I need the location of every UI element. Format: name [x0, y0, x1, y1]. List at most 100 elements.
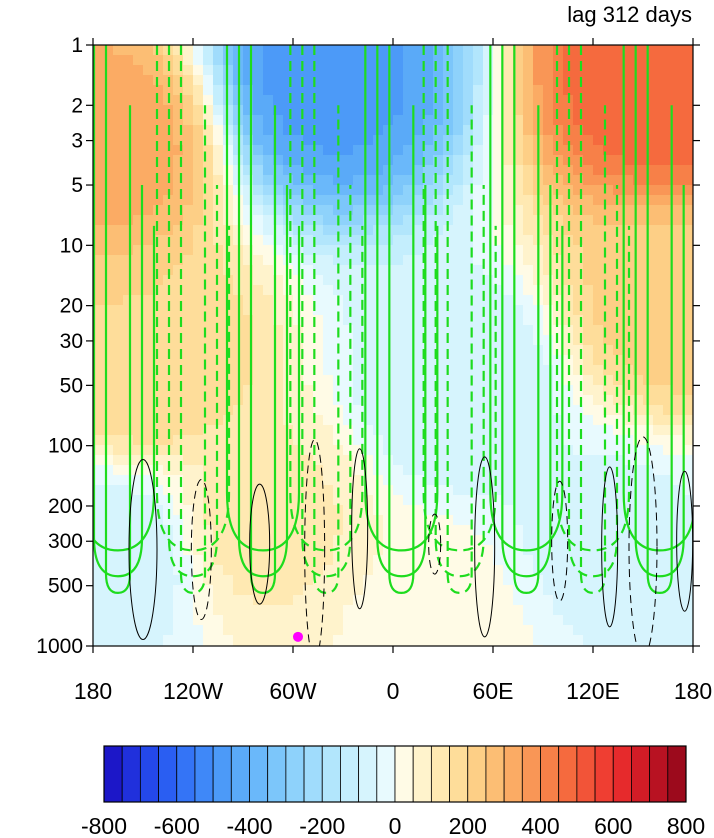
shading-cell [173, 585, 184, 596]
shading-cell [423, 75, 434, 86]
shading-cell [353, 555, 364, 566]
shading-cell [213, 345, 224, 356]
shading-cell [323, 475, 334, 486]
shading-cell [603, 285, 614, 296]
shading-cell [543, 105, 554, 116]
shading-cell [263, 425, 274, 436]
shading-cell [403, 75, 414, 86]
shading-cell [213, 405, 224, 416]
shading-cell [633, 355, 644, 366]
shading-cell [243, 225, 254, 236]
shading-cell [183, 445, 194, 456]
shading-cell [103, 205, 114, 216]
shading-cell [393, 395, 404, 406]
shading-cell [683, 335, 693, 346]
shading-cell [203, 165, 214, 176]
shading-cell [673, 315, 684, 326]
shading-cell [683, 415, 693, 426]
shading-cell [483, 395, 494, 406]
shading-cell [223, 145, 234, 156]
shading-cell [343, 605, 354, 616]
shading-cell [363, 325, 374, 336]
shading-cell [193, 155, 204, 166]
shading-cell [683, 245, 693, 256]
shading-cell [133, 155, 144, 166]
shading-cell [143, 305, 154, 316]
shading-cell [493, 385, 504, 396]
colorbar-tick-label: -600 [154, 813, 200, 838]
black-contour-loop [628, 436, 658, 646]
shading-cell [313, 365, 324, 376]
shading-cell [263, 385, 274, 396]
shading-cell [383, 625, 394, 636]
shading-cell [493, 315, 504, 326]
shading-cell [513, 45, 524, 56]
shading-cell [583, 195, 594, 206]
shading-cell [543, 95, 554, 106]
shading-cell [263, 615, 274, 626]
shading-cell [463, 205, 474, 216]
shading-cell [393, 585, 404, 596]
shading-cell [353, 375, 364, 386]
shading-cell [663, 495, 674, 506]
shading-cell [243, 295, 254, 306]
shading-cell [133, 305, 144, 316]
shading-cell [513, 155, 524, 166]
shading-cell [243, 505, 254, 516]
shading-cell [103, 255, 114, 266]
shading-cell [253, 315, 264, 326]
shading-cell [583, 125, 594, 136]
shading-cell [273, 375, 284, 386]
shading-cell [223, 525, 234, 536]
shading-cell [523, 285, 534, 296]
shading-cell [503, 355, 514, 366]
shading-cell [133, 55, 144, 66]
shading-cell [403, 485, 414, 496]
shading-cell [393, 85, 404, 96]
shading-cell [553, 525, 564, 536]
shading-cell [513, 385, 524, 396]
shading-cell [193, 505, 204, 516]
shading-cell [673, 155, 684, 166]
shading-cell [483, 155, 494, 166]
shading-cell [593, 565, 604, 576]
shading-cell [583, 295, 594, 306]
shading-cell [123, 505, 134, 516]
shading-cell [473, 355, 484, 366]
shading-cell [293, 215, 304, 226]
shading-cell [603, 425, 614, 436]
shading-cell [123, 65, 134, 76]
shading-cell [283, 265, 294, 276]
shading-cell [343, 265, 354, 276]
shading-cell [573, 165, 584, 176]
shading-cell [123, 375, 134, 386]
shading-cell [153, 515, 164, 526]
shading-cell [283, 555, 294, 566]
shading-cell [463, 65, 474, 76]
shading-cell [233, 585, 244, 596]
shading-cell [673, 205, 684, 216]
shading-cell [103, 75, 114, 86]
shading-cell [133, 355, 144, 366]
shading-cell [153, 165, 164, 176]
shading-cell [633, 595, 644, 606]
shading-cell [653, 185, 664, 196]
colorbar-tick-label: -800 [81, 813, 127, 838]
shading-cell [483, 635, 494, 646]
shading-cell [353, 165, 364, 176]
shading-cell [353, 355, 364, 366]
shading-cell [543, 395, 554, 406]
shading-cell [243, 375, 254, 386]
shading-cell [303, 255, 314, 266]
shading-cell [373, 585, 384, 596]
shading-cell [433, 205, 444, 216]
shading-cell [173, 195, 184, 206]
shading-cell [593, 205, 604, 216]
shading-cell [243, 625, 254, 636]
shading-cell [543, 565, 554, 576]
shading-cell [403, 415, 414, 426]
shading-cell [183, 145, 194, 156]
shading-cell [323, 555, 334, 566]
shading-cell [293, 175, 304, 186]
shading-cell [403, 125, 414, 136]
